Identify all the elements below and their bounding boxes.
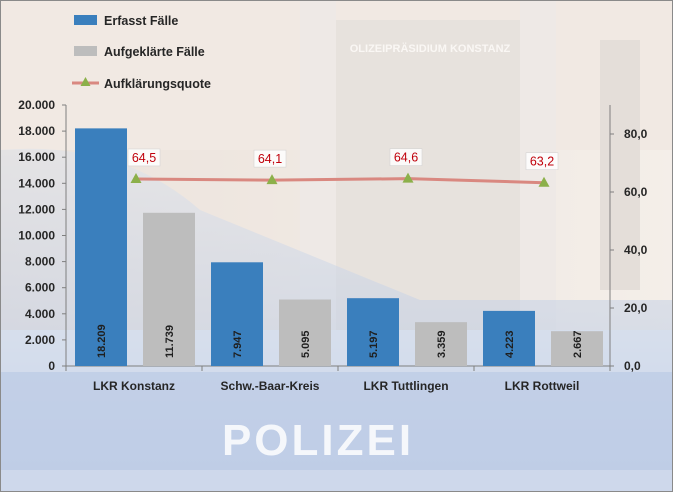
y-left-tick-label: 2.000 xyxy=(25,333,55,347)
y-right-tick-label: 0,0 xyxy=(624,359,641,373)
quote-marker xyxy=(130,172,142,183)
y-left-tick-label: 4.000 xyxy=(25,307,55,321)
bar-value-label: 2.667 xyxy=(572,330,584,358)
quote-label-box xyxy=(127,148,161,167)
bar-value-label: 5.197 xyxy=(368,330,380,358)
bar-value-labels: 18.209 11.739 7.947 5.095 5.197 3.359 4.223 2.6… xyxy=(96,324,584,358)
y-left-tick-label: 18.000 xyxy=(18,124,55,138)
quote-label-box xyxy=(253,149,287,168)
y-left-tick-label: 10.000 xyxy=(18,229,55,243)
axes: 0 2.000 4.000 6.000 8.000 10.000 12.000 14.000 1… xyxy=(18,98,647,393)
bar-value-label: 18.209 xyxy=(96,324,108,358)
y-right-tick-label: 60,0 xyxy=(624,185,648,199)
legend: Erfasst Fälle Aufgeklärte Fälle Aufkläru… xyxy=(72,14,211,91)
legend-swatch-aufgeklaert xyxy=(74,46,97,56)
y-axis-left-ticks: 0 2.000 4.000 6.000 8.000 10.000 12.000 14.000 1… xyxy=(18,98,66,373)
legend-label-erfasst: Erfasst Fälle xyxy=(104,14,178,28)
x-tick-label: LKR Rottweil xyxy=(505,379,580,393)
y-left-tick-label: 20.000 xyxy=(18,98,55,112)
quote-marker xyxy=(402,172,414,183)
bar-erfasst xyxy=(75,128,127,366)
quote-marker xyxy=(266,174,278,185)
bar-value-label: 3.359 xyxy=(436,330,448,358)
y-right-tick-label: 20,0 xyxy=(624,301,648,315)
bar-aufgeklaert xyxy=(415,322,467,366)
legend-label-quote: Aufklärungsquote xyxy=(104,77,211,91)
x-tick-label: LKR Tuttlingen xyxy=(363,379,448,393)
y-right-tick-label: 40,0 xyxy=(624,243,648,257)
bar-erfasst xyxy=(211,262,263,366)
y-left-tick-label: 16.000 xyxy=(18,150,55,164)
legend-label-aufgeklaert: Aufgeklärte Fälle xyxy=(104,45,205,59)
y-axis-right-ticks: 0,0 20,0 40,0 60,0 80,0 xyxy=(610,127,648,373)
quote-label-box xyxy=(525,152,559,171)
quote-value-label: 64,1 xyxy=(258,152,282,166)
y-right-tick-label: 80,0 xyxy=(624,127,648,141)
quote-value-label: 64,5 xyxy=(132,151,156,165)
bars xyxy=(75,128,603,366)
quote-marker xyxy=(538,176,550,187)
bar-erfasst xyxy=(347,298,399,366)
y-left-tick-label: 6.000 xyxy=(25,281,55,295)
x-axis-ticks: LKR Konstanz Schw.-Baar-Kreis LKR Tuttling… xyxy=(65,366,611,393)
legend-swatch-erfasst xyxy=(74,15,97,25)
quote-value-label: 63,2 xyxy=(530,155,554,169)
bar-aufgeklaert xyxy=(143,212,195,366)
legend-marker-quote xyxy=(80,77,91,86)
bar-value-label: 11.739 xyxy=(164,325,176,358)
y-left-tick-label: 8.000 xyxy=(25,255,55,269)
x-tick-label: LKR Konstanz xyxy=(93,379,175,393)
bar-aufgeklaert xyxy=(551,331,603,366)
x-tick-label: Schw.-Baar-Kreis xyxy=(221,379,320,393)
bar-aufgeklaert xyxy=(279,299,331,366)
bar-erfasst xyxy=(483,310,535,366)
y-left-tick-label: 12.000 xyxy=(18,202,55,216)
bar-value-label: 7.947 xyxy=(232,330,244,358)
quote-value-label: 64,6 xyxy=(394,151,418,165)
y-left-tick-label: 14.000 xyxy=(18,176,55,190)
bar-value-label: 4.223 xyxy=(504,330,516,358)
quote-line-series: 64,5 64,1 64,6 63,2 xyxy=(127,148,559,187)
bar-value-label: 5.095 xyxy=(300,330,312,358)
quote-label-box xyxy=(389,148,423,166)
quote-line xyxy=(135,177,545,185)
y-left-tick-label: 0 xyxy=(48,359,55,373)
